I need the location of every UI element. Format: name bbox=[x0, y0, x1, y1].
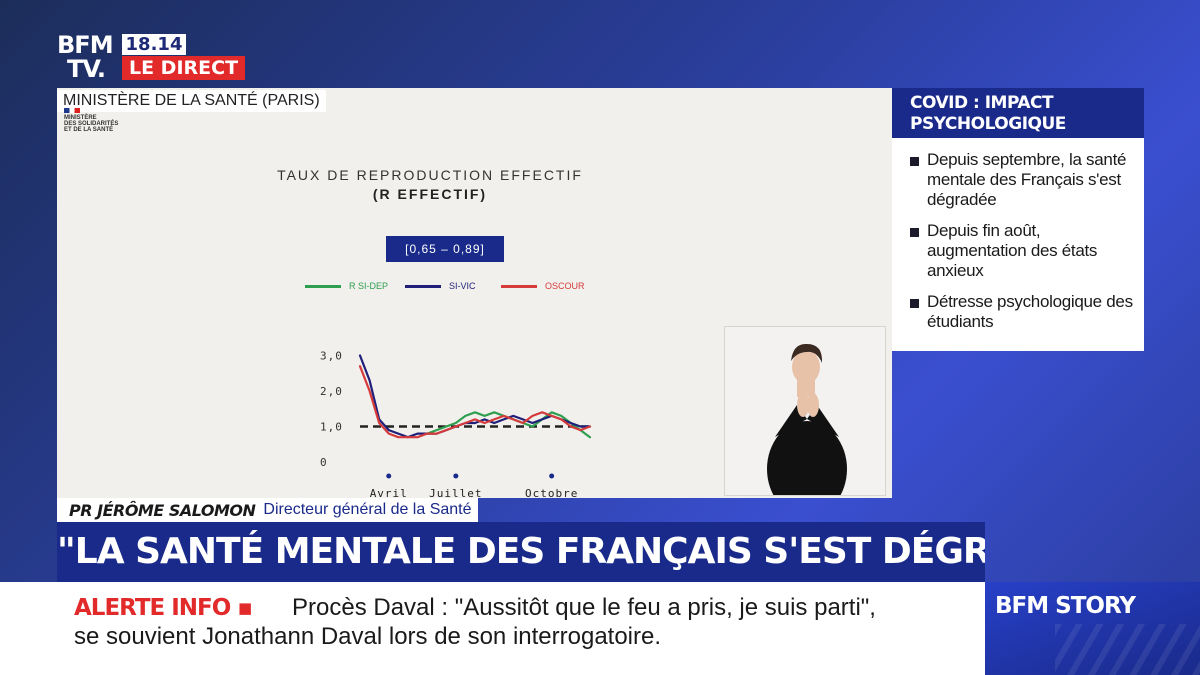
logo-line2: TV. bbox=[67, 55, 106, 83]
x-tick-mark bbox=[453, 473, 459, 479]
legend-label: SI-VIC bbox=[449, 281, 476, 291]
bullet-icon bbox=[910, 299, 919, 308]
ticker-line2: se souvient Jonathann Daval lors de son … bbox=[74, 623, 662, 650]
location-label: MINISTÈRE DE LA SANTÉ (PARIS) bbox=[57, 90, 326, 112]
info-item: Depuis fin août, augmentation des états … bbox=[910, 221, 1134, 281]
speaker-namebar: PR JÉRÔME SALOMON Directeur général de l… bbox=[57, 498, 478, 522]
bullet-icon bbox=[910, 228, 919, 237]
x-tick-mark bbox=[549, 473, 555, 479]
program-label: BFM STORY bbox=[985, 582, 1200, 675]
bullet-icon bbox=[910, 157, 919, 166]
legend-label: OSCOUR bbox=[545, 281, 585, 291]
headline-banner: "LA SANTÉ MENTALE DES FRANÇAIS S'EST DÉG… bbox=[57, 522, 985, 582]
legend-label: R SI-DEP bbox=[349, 281, 389, 291]
info-box-title: COVID : IMPACT PSYCHOLOGIQUE bbox=[892, 88, 1144, 138]
news-ticker: ALERTE INFO ▪ Procès Daval : "Aussitôt q… bbox=[0, 582, 985, 675]
live-badge: LE DIRECT bbox=[122, 56, 245, 80]
y-tick-label: 3,0 bbox=[320, 350, 343, 363]
ministry-logo: MINISTÈRE DES SOLIDARITÉS ET DE LA SANTÉ bbox=[64, 108, 124, 133]
decorative-pattern bbox=[1055, 624, 1200, 675]
y-tick-label: 1,0 bbox=[320, 421, 343, 434]
x-tick-label: Juillet bbox=[429, 487, 482, 498]
legend-item: R SI-DEP bbox=[305, 281, 388, 291]
x-tick-label: Avril bbox=[370, 487, 408, 498]
info-item: Détresse psychologique des étudiants bbox=[910, 292, 1134, 332]
interpreter-figure bbox=[767, 343, 847, 495]
sign-language-interpreter-inset bbox=[724, 326, 886, 496]
clock-time: 18.14 bbox=[122, 34, 186, 55]
speaker-name: PR JÉRÔME SALOMON bbox=[69, 500, 256, 520]
ticker-line1: Procès Daval : "Aussitôt que le feu a pr… bbox=[292, 594, 876, 621]
x-tick-mark bbox=[386, 473, 392, 479]
series-line bbox=[358, 365, 592, 439]
range-badge: [0,65 – 0,89] bbox=[386, 236, 504, 262]
speaker-role: Directeur général de la Santé bbox=[263, 501, 472, 518]
chart-title: TAUX DE REPRODUCTION EFFECTIF bbox=[277, 167, 583, 183]
info-box-list: Depuis septembre, la santé mentale des F… bbox=[892, 138, 1144, 351]
bfmtv-logo: BFM TV. bbox=[57, 33, 117, 83]
chart-legend: R SI-DEP SI-VIC OSCOUR bbox=[305, 281, 605, 295]
flag-icon bbox=[64, 108, 80, 113]
legend-swatch bbox=[501, 284, 537, 288]
series-line bbox=[358, 354, 592, 439]
alert-label: ALERTE INFO ▪ bbox=[74, 595, 253, 621]
x-tick-label: Octobre bbox=[525, 487, 578, 498]
logo-line1: BFM bbox=[57, 31, 114, 59]
legend-swatch bbox=[305, 284, 341, 288]
program-name: BFM STORY bbox=[995, 593, 1136, 619]
legend-item: SI-VIC bbox=[405, 281, 476, 291]
y-tick-label: 0 bbox=[320, 456, 328, 469]
legend-item: OSCOUR bbox=[501, 281, 585, 291]
info-item: Depuis septembre, la santé mentale des F… bbox=[910, 150, 1134, 210]
r-effectif-chart: 3,0 2,0 1,0 0 Avril Juillet Octobre bbox=[320, 350, 592, 498]
legend-swatch bbox=[405, 284, 441, 288]
chart-subtitle: (R EFFECTIF) bbox=[372, 186, 488, 202]
series-line bbox=[426, 411, 592, 439]
y-tick-label: 2,0 bbox=[320, 385, 343, 398]
